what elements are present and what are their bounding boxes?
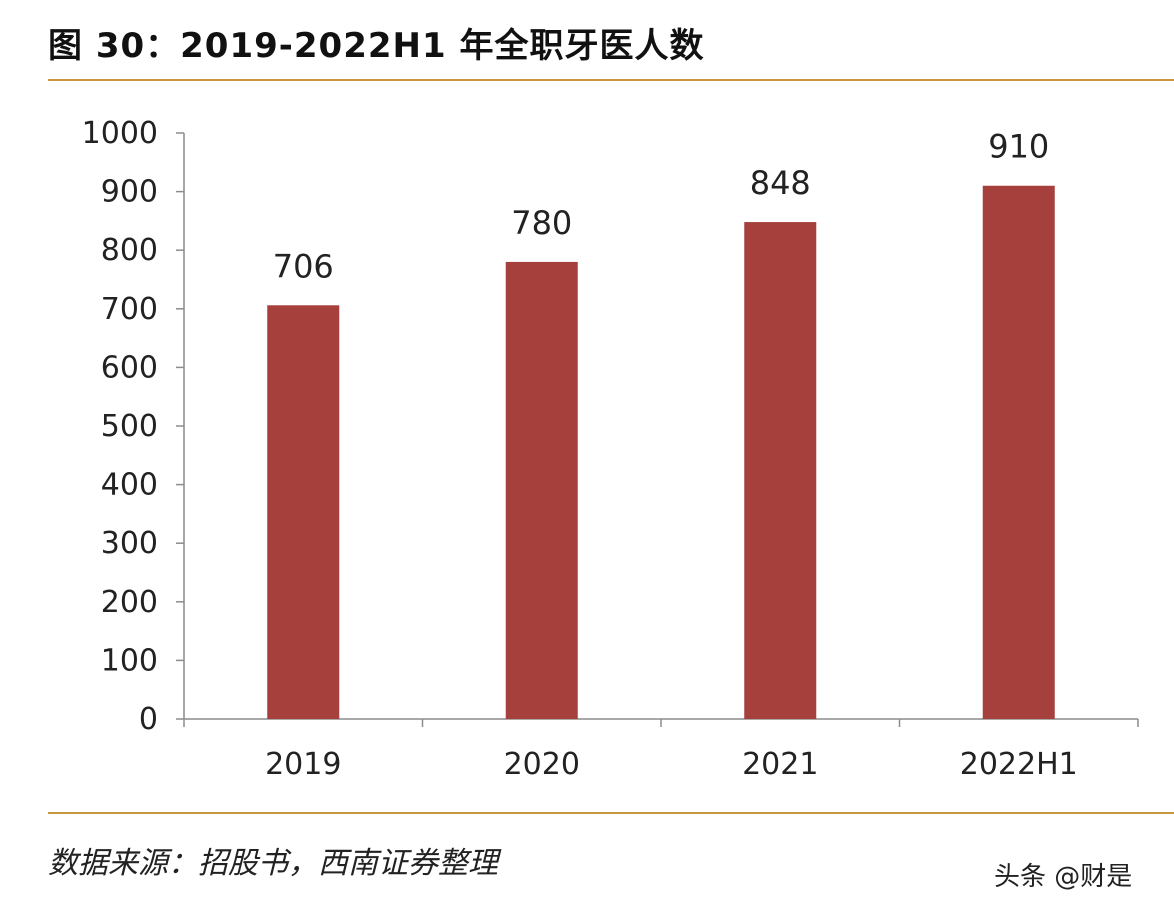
y-tick-label: 900 [101, 175, 158, 210]
x-axis [183, 718, 1139, 727]
source-note: 数据来源：招股书，西南证券整理 [48, 846, 498, 881]
x-tick-labels: 2019 2020 2021 2022H1 [265, 747, 1078, 782]
y-tick-label: 400 [101, 468, 158, 503]
bar [744, 222, 817, 719]
y-tick-label: 600 [101, 350, 158, 385]
bottom-rule [48, 812, 1174, 814]
figure-title: 图 30：2019-2022H1 年全职牙医人数 [48, 26, 705, 66]
x-tick-label: 2020 [504, 747, 580, 782]
y-tick-label: 300 [101, 526, 158, 561]
data-label: 780 [511, 204, 572, 242]
bar-chart: 0 100 200 300 400 500 600 700 800 900 1000 706 780 8… [82, 116, 1139, 782]
x-tick-label: 2022H1 [960, 747, 1078, 782]
data-labels: 706 780 848 910 [273, 128, 1050, 286]
y-tick-label: 500 [101, 409, 158, 444]
x-tick-label: 2021 [742, 747, 818, 782]
data-label: 848 [750, 164, 811, 202]
bar-series [267, 185, 1055, 720]
top-rule [48, 79, 1174, 81]
x-tick-label: 2019 [265, 747, 341, 782]
y-tick-label: 0 [139, 702, 158, 737]
watermark: 头条 @财是 [994, 862, 1133, 892]
y-tick-label: 100 [101, 643, 158, 678]
data-label: 910 [988, 128, 1049, 166]
data-label: 706 [273, 247, 334, 285]
y-tick-label: 200 [101, 585, 158, 620]
bar [505, 261, 578, 719]
y-tick-label: 700 [101, 292, 158, 327]
bar [267, 305, 340, 719]
y-axis: 0 100 200 300 400 500 600 700 800 900 1000 [82, 116, 185, 737]
y-tick-label: 800 [101, 233, 158, 268]
y-tick-label: 1000 [82, 116, 158, 151]
bar [982, 185, 1055, 720]
